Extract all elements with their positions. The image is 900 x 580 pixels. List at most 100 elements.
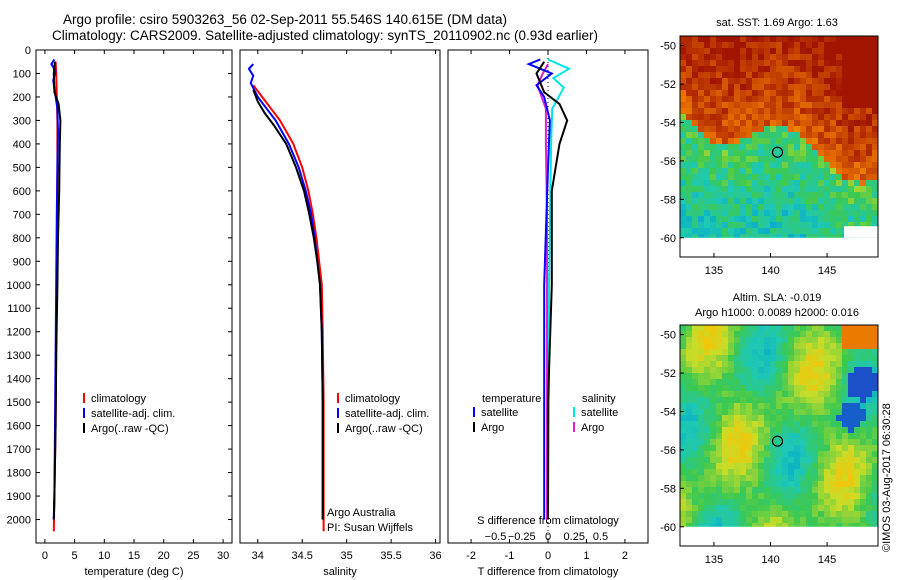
sst-map-cell	[758, 144, 764, 150]
sla-map-cell	[716, 511, 722, 517]
sla-map-cell	[710, 505, 716, 511]
sst-map-cell	[722, 186, 728, 192]
sst-map-cell	[722, 192, 728, 198]
sst-map-cell	[710, 114, 716, 120]
sst-map-cell	[806, 138, 812, 144]
sla-map-cell	[818, 493, 824, 499]
sst-map-cell	[770, 102, 776, 108]
sla-map-cell	[818, 325, 824, 331]
sst-map-cell	[728, 72, 734, 78]
sst-map-cell	[770, 108, 776, 114]
diff-s-tick-label: 0.25	[564, 531, 585, 543]
sla-map-cell	[710, 373, 716, 379]
sla-map-cell	[770, 451, 776, 457]
sst-map-cell	[854, 114, 860, 120]
sla-map-cell	[770, 517, 776, 523]
sla-map-cell	[770, 415, 776, 421]
sst-map-cell	[716, 156, 722, 162]
sla-map-cell	[842, 355, 848, 361]
sst-map-cell	[764, 198, 770, 204]
sst-map-cell	[794, 102, 800, 108]
sst-map-cell	[710, 48, 716, 54]
sla-map-cell	[680, 445, 686, 451]
sla-map-cell	[776, 349, 782, 355]
sst-map-cell	[770, 78, 776, 84]
sla-map-cell	[788, 433, 794, 439]
sla-map-cell	[716, 415, 722, 421]
sla-map-cell	[740, 421, 746, 427]
sst-map-cell	[788, 120, 794, 126]
sla-map-cell	[812, 517, 818, 523]
sst-map-cell	[848, 102, 854, 108]
sla-map-cell	[752, 451, 758, 457]
sla-map-cell	[758, 517, 764, 523]
sla-map-cell	[704, 493, 710, 499]
sst-map-cell	[788, 126, 794, 132]
sst-map-cell	[752, 186, 758, 192]
sla-map-cell	[806, 433, 812, 439]
sla-map-cell	[830, 409, 836, 415]
sla-map-cell	[854, 331, 860, 337]
sla-map-cell	[788, 343, 794, 349]
sla-map-cell	[758, 427, 764, 433]
sla-map-cell	[728, 517, 734, 523]
sla-map-cell	[842, 379, 848, 385]
sst-map-cell	[704, 204, 710, 210]
sst-map-cell	[800, 216, 806, 222]
sla-map-cell	[866, 499, 872, 505]
sst-map-cell	[800, 186, 806, 192]
sst-map-cell	[746, 108, 752, 114]
sla-map-cell	[680, 481, 686, 487]
sst-map-cell	[752, 90, 758, 96]
sla-map-cell	[776, 499, 782, 505]
sla-map-cell	[794, 397, 800, 403]
sst-map-cell	[710, 198, 716, 204]
sla-map-cell	[824, 487, 830, 493]
sst-map-cell	[704, 228, 710, 234]
sst-map-cell	[806, 108, 812, 114]
sla-map-cell	[842, 439, 848, 445]
sst-map-cell	[698, 198, 704, 204]
sst-map-cell	[698, 84, 704, 90]
sla-map-cell	[692, 331, 698, 337]
sla-map-cell	[728, 391, 734, 397]
sla-map-cell	[752, 373, 758, 379]
sst-map-cell	[728, 144, 734, 150]
sst-map-cell	[830, 228, 836, 234]
sla-map-cell	[812, 379, 818, 385]
sst-map-cell	[734, 210, 740, 216]
sla-map-cell	[860, 433, 866, 439]
sst-map-cell	[824, 138, 830, 144]
sst-map-cell	[746, 126, 752, 132]
sla-map-cell	[710, 451, 716, 457]
sla-map-cell	[806, 409, 812, 415]
sla-map-cell	[812, 409, 818, 415]
sla-argo-location-marker	[771, 435, 784, 447]
sst-map-cell	[752, 126, 758, 132]
sla-map-cell	[860, 469, 866, 475]
sst-map-cell	[770, 174, 776, 180]
sla-map-cell	[710, 457, 716, 463]
sst-map-cell	[800, 138, 806, 144]
sst-map-cell	[710, 120, 716, 126]
sla-map-cell	[710, 367, 716, 373]
sst-map-cell	[872, 96, 878, 102]
sla-map-cell	[812, 511, 818, 517]
sst-map-cell	[830, 126, 836, 132]
sst-map-cell	[872, 84, 878, 90]
sla-map-cell	[704, 397, 710, 403]
sst-map-cell	[842, 198, 848, 204]
sla-map-cell	[770, 361, 776, 367]
sst-map-cell	[872, 72, 878, 78]
diff-legend-s-satellite: satellite	[581, 407, 618, 419]
sla-map-cell	[812, 499, 818, 505]
sst-map-cell	[764, 144, 770, 150]
sla-map-cell	[770, 403, 776, 409]
sst-map-cell	[860, 216, 866, 222]
sst-map-cell	[866, 138, 872, 144]
sla-map-cell	[860, 511, 866, 517]
sst-map-cell	[818, 174, 824, 180]
sla-map-cell	[728, 355, 734, 361]
sal-annotation-line2: PI: Susan Wijffels	[327, 522, 413, 534]
sla-map-cell	[866, 523, 872, 527]
